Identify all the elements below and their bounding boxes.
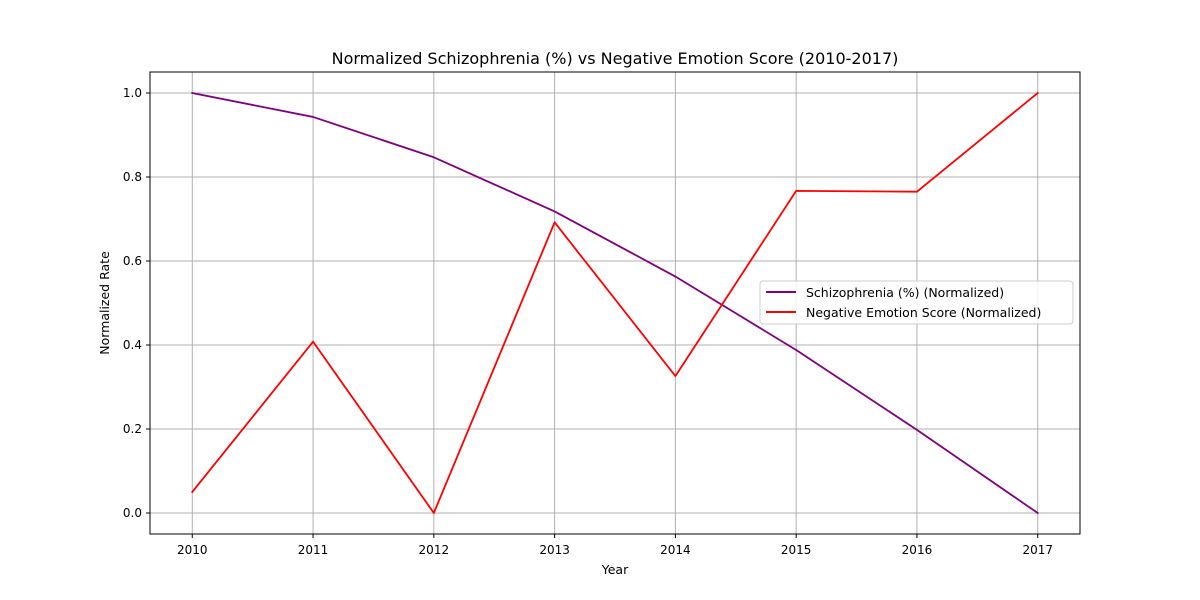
x-tick-label: 2017 bbox=[1022, 543, 1053, 557]
x-tick-label: 2012 bbox=[419, 543, 450, 557]
y-tick-label: 0.6 bbox=[123, 254, 142, 268]
legend-box bbox=[759, 280, 1074, 325]
legend: Schizophrenia (%) (Normalized) Negative … bbox=[759, 280, 1074, 325]
x-tick-label: 2014 bbox=[660, 543, 691, 557]
legend-label-negative-emotion: Negative Emotion Score (Normalized) bbox=[806, 305, 1041, 320]
y-tick-label: 1.0 bbox=[123, 86, 142, 100]
y-tick-label: 0.0 bbox=[123, 506, 142, 520]
grid-lines bbox=[150, 72, 1080, 534]
y-tick-label: 0.2 bbox=[123, 422, 142, 436]
series-line-schizophrenia bbox=[191, 91, 1039, 515]
x-tick-label: 2010 bbox=[177, 543, 208, 557]
legend-label-schizophrenia: Schizophrenia (%) (Normalized) bbox=[806, 285, 1004, 300]
series-line-negative-emotion bbox=[191, 91, 1039, 514]
series-lines bbox=[191, 91, 1039, 515]
y-tick-label: 0.8 bbox=[123, 170, 142, 184]
y-tick-label: 0.4 bbox=[123, 338, 142, 352]
x-tick-label: 2013 bbox=[539, 543, 570, 557]
x-tick-label: 2016 bbox=[902, 543, 933, 557]
x-tick-label: 2011 bbox=[298, 543, 329, 557]
axis-ticks: 2010 2011 2012 2013 2014 2015 2016 2017 0.0 0.2 0.… bbox=[123, 86, 1053, 557]
chart-title: Normalized Schizophrenia (%) vs Negative… bbox=[332, 49, 899, 68]
plot-frame bbox=[149, 71, 1081, 535]
x-tick-label: 2015 bbox=[781, 543, 812, 557]
y-axis-label: Normalized Rate bbox=[97, 251, 112, 355]
x-axis-label: Year bbox=[601, 562, 629, 577]
